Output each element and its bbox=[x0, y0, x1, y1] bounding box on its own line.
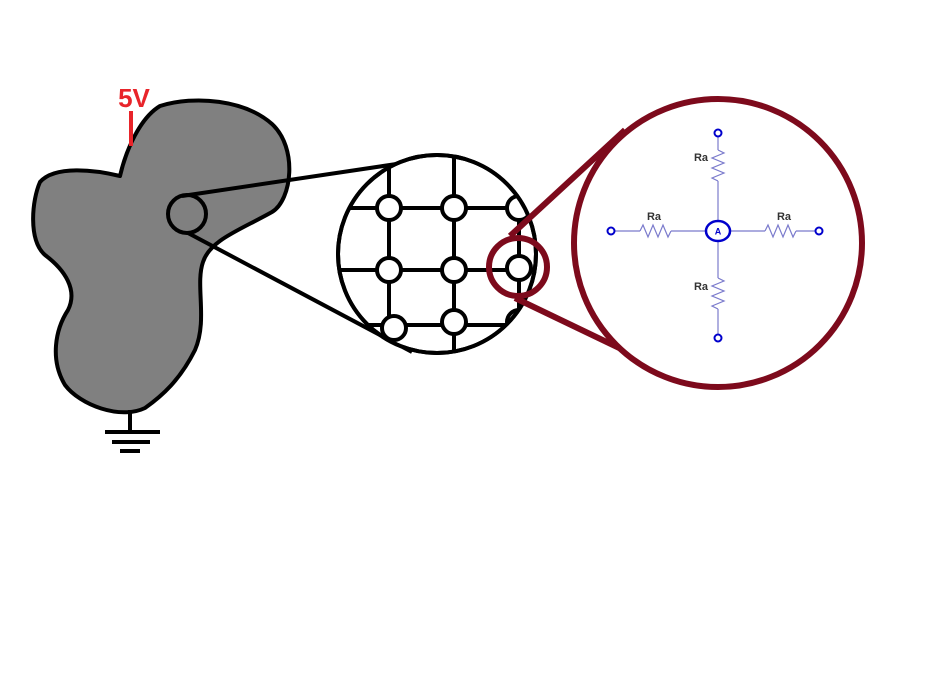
node-circuit bbox=[606, 128, 824, 343]
lattice-node bbox=[505, 254, 533, 282]
lattice-node bbox=[375, 194, 403, 222]
resistor-bottom bbox=[710, 277, 726, 310]
voltage-label: 5V bbox=[118, 83, 150, 113]
resistor-top bbox=[710, 149, 726, 182]
resistor-left bbox=[639, 223, 672, 239]
ground-symbol-icon bbox=[105, 410, 160, 453]
resistor-bottom-label: Ra bbox=[694, 281, 709, 293]
resistor-top-label: Ra bbox=[694, 152, 709, 164]
node-a-marker bbox=[704, 219, 732, 243]
lattice-node bbox=[440, 194, 468, 222]
resistor-right bbox=[764, 223, 797, 239]
node-a-label: A bbox=[715, 227, 722, 237]
lattice-node bbox=[440, 256, 468, 284]
terminal-right bbox=[814, 226, 824, 236]
lattice-node bbox=[440, 308, 468, 336]
terminal-bottom bbox=[713, 333, 723, 343]
lattice-node bbox=[380, 314, 408, 342]
zoom-source-circle bbox=[166, 193, 208, 235]
terminal-top bbox=[713, 128, 723, 138]
conductive-blob bbox=[31, 98, 292, 415]
lattice-node bbox=[375, 256, 403, 284]
zoom-source-node-circle bbox=[486, 235, 550, 299]
resistor-left-label: Ra bbox=[647, 211, 662, 223]
terminal-left bbox=[606, 226, 616, 236]
resistor-right-label: Ra bbox=[777, 211, 792, 223]
